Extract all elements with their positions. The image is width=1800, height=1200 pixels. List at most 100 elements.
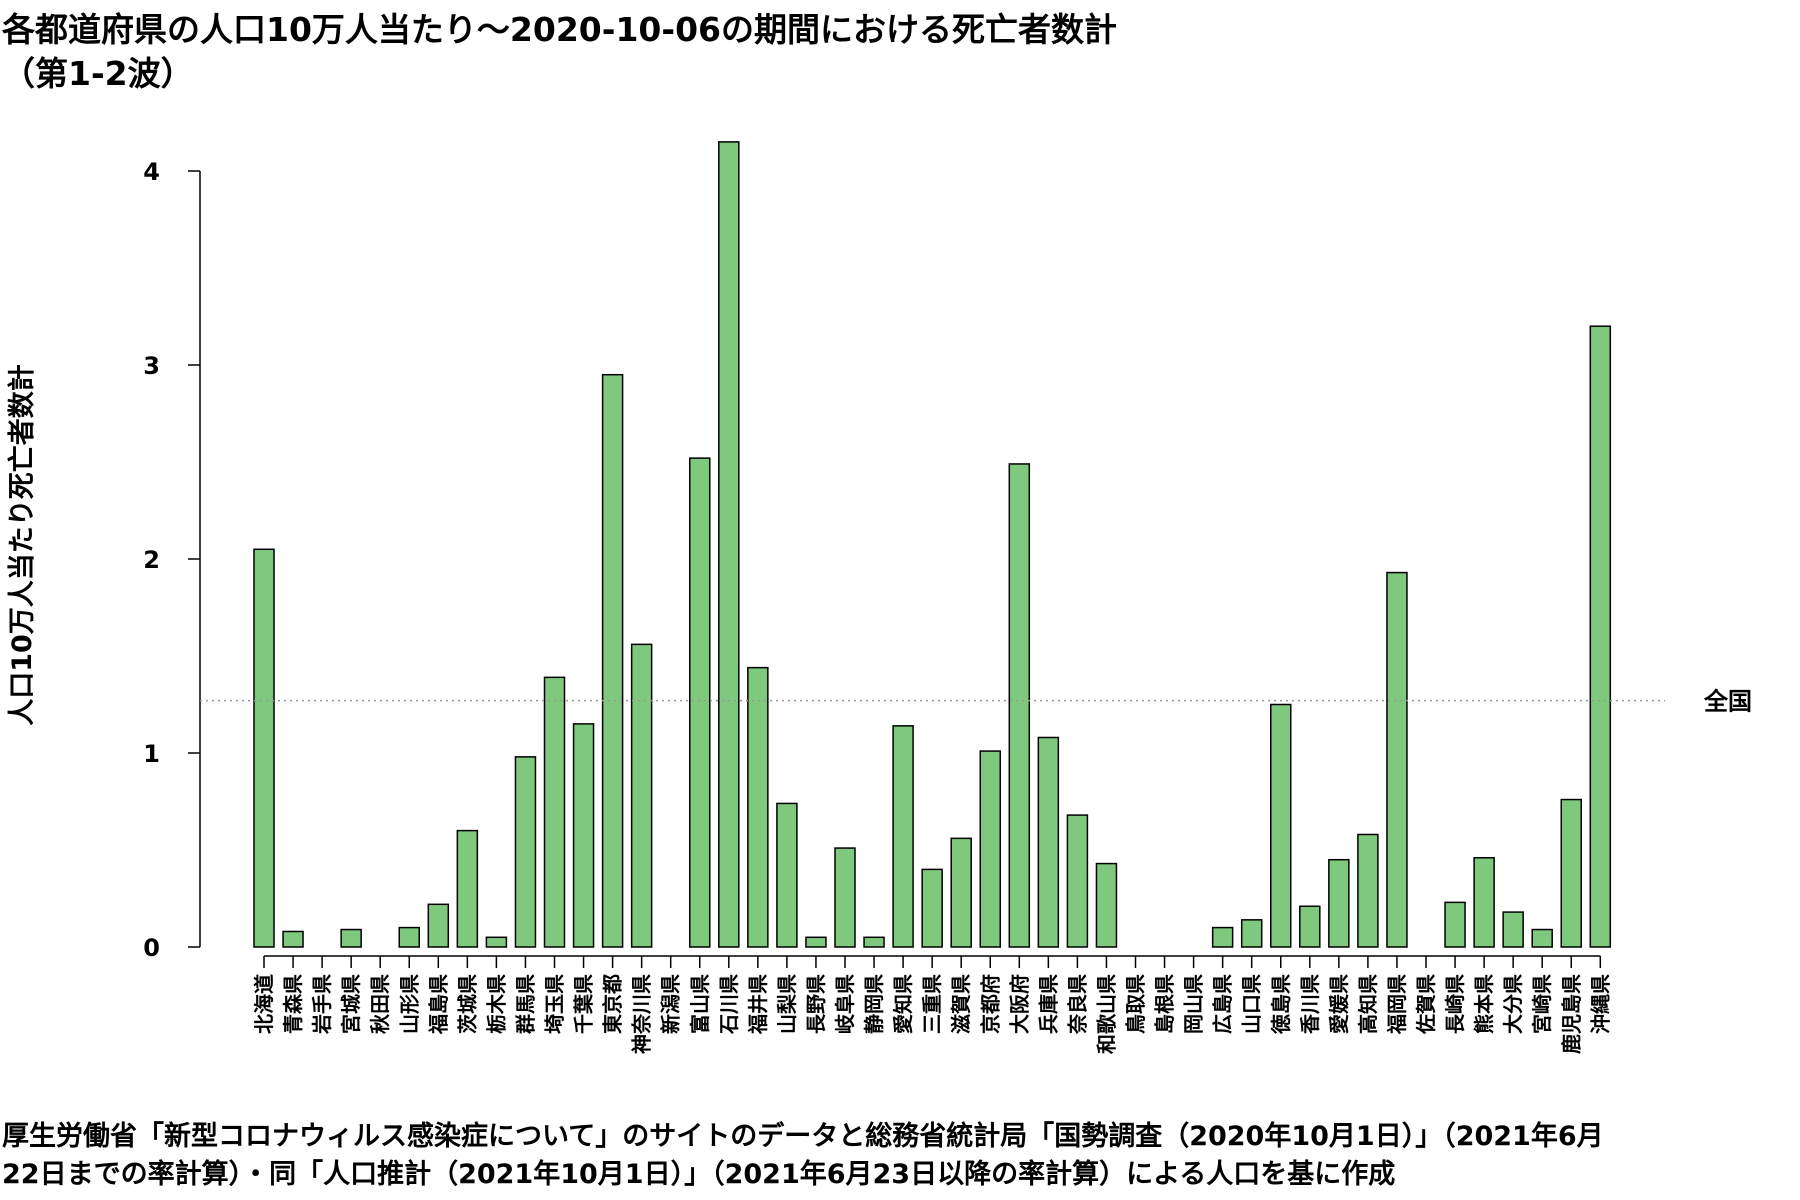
bar — [485, 936, 508, 948]
bar — [892, 725, 914, 948]
x-tick-label: 石川県 — [717, 974, 741, 1035]
bar — [572, 723, 595, 948]
x-tick-label: 岡山県 — [1182, 974, 1206, 1034]
x-tick-label: 奈良県 — [1065, 974, 1089, 1035]
bar — [805, 936, 827, 948]
bar — [1095, 862, 1118, 948]
x-tick-label: 埼玉県 — [543, 974, 567, 1034]
x-tick-label: 愛媛県 — [1327, 974, 1351, 1034]
bar — [950, 837, 972, 948]
bar — [1386, 571, 1408, 948]
bar — [747, 666, 769, 948]
chart-title-line2: （第1-2波） — [2, 54, 194, 93]
x-tick-label: 富山県 — [688, 974, 712, 1034]
x-tick-label: 愛知県 — [891, 974, 915, 1034]
x-tick-label: 和歌山県 — [1094, 974, 1118, 1054]
bar — [601, 373, 624, 948]
bar — [1502, 911, 1524, 948]
x-tick-label: 沖縄県 — [1588, 974, 1612, 1034]
x-tick-label: 福井県 — [746, 974, 770, 1035]
source-note-line2: 22日までの率計算）・同「人口推計（2021年10月1日）」（2021年6月23… — [2, 1159, 1396, 1190]
x-tick-label: 高知県 — [1356, 974, 1380, 1034]
x-tick-label: 群馬県 — [513, 974, 537, 1035]
bar — [1531, 928, 1553, 948]
bar — [1444, 901, 1466, 948]
y-tick-label: 3 — [143, 352, 160, 380]
x-tick-label: 長野県 — [804, 974, 828, 1034]
bar — [1240, 919, 1263, 948]
x-tick-label: 岩手県 — [310, 974, 334, 1035]
x-tick-label: 鹿児島県 — [1559, 974, 1583, 1054]
x-tick-label: 大阪府 — [1007, 974, 1031, 1034]
bar — [543, 676, 566, 948]
x-tick-label: 静岡県 — [862, 974, 886, 1034]
x-tick-label: 山形県 — [397, 974, 421, 1034]
y-tick-label: 1 — [143, 740, 160, 768]
x-tick-label: 新潟県 — [659, 974, 683, 1034]
x-tick-label: 青森県 — [281, 974, 305, 1034]
bar — [1066, 814, 1089, 948]
x-tick-label: 山口県 — [1240, 974, 1264, 1034]
x-tick-label: 京都府 — [978, 974, 1002, 1034]
x-tick-label: 宮城県 — [339, 974, 363, 1034]
x-tick-label: 鳥取県 — [1124, 974, 1148, 1034]
bar — [1473, 857, 1495, 948]
bar — [630, 643, 653, 948]
x-tick-label: 兵庫県 — [1036, 974, 1060, 1034]
x-tick-label: 東京都 — [601, 974, 625, 1034]
y-tick-label: 2 — [143, 546, 160, 574]
x-tick-label: 大分県 — [1501, 974, 1525, 1034]
y-axis-label: 人口10万人当たり死亡者数計 — [6, 364, 38, 726]
source-note: 厚生労働省「新型コロナウィルス感染症について」のサイトのデータと総務省統計局「国… — [2, 1118, 1604, 1194]
chart-title-line1: 各都道府県の人口10万人当たり～2020-10-06の期間における死亡者数計 — [2, 10, 1118, 49]
bar — [979, 750, 1001, 948]
x-tick-label: 長崎県 — [1443, 974, 1467, 1034]
chart-title: 各都道府県の人口10万人当たり～2020-10-06の期間における死亡者数計 （… — [2, 8, 1117, 96]
source-note-line1: 厚生労働省「新型コロナウィルス感染症について」のサイトのデータと総務省統計局「国… — [2, 1121, 1604, 1152]
bar — [398, 926, 420, 948]
x-tick-label: 茨城県 — [455, 974, 479, 1034]
x-tick-label: 熊本県 — [1472, 974, 1496, 1034]
x-tick-label: 徳島県 — [1269, 974, 1293, 1035]
bar — [1299, 905, 1321, 948]
x-tick-label: 三重県 — [920, 974, 944, 1034]
y-tick-label: 0 — [143, 934, 160, 962]
bar — [427, 903, 450, 948]
x-tick-label: 神奈川県 — [630, 974, 654, 1054]
bar — [776, 802, 798, 948]
x-tick-label: 福岡県 — [1385, 974, 1409, 1035]
reference-line-label: 全国 — [1703, 688, 1752, 716]
x-tick-label: 福島県 — [426, 974, 450, 1035]
bar — [689, 457, 711, 948]
bar — [1589, 325, 1612, 948]
bar — [456, 829, 479, 948]
bar — [1357, 833, 1379, 948]
x-tick-label: 栃木県 — [484, 974, 508, 1034]
x-tick-label: 秋田県 — [368, 974, 392, 1034]
bar — [1270, 703, 1292, 948]
bar — [282, 930, 304, 948]
bar — [921, 868, 943, 948]
bar — [340, 928, 362, 948]
x-tick-label: 滋賀県 — [949, 974, 973, 1034]
x-tick-label: 広島県 — [1211, 974, 1235, 1034]
bar — [1211, 926, 1234, 948]
bar — [514, 756, 537, 948]
x-tick-label: 山梨県 — [775, 974, 799, 1034]
y-tick-label: 4 — [143, 158, 160, 186]
bar — [1328, 858, 1350, 948]
bar — [863, 936, 885, 948]
bar — [1008, 463, 1031, 948]
x-tick-label: 岐阜県 — [833, 974, 857, 1034]
x-tick-label: 島根県 — [1153, 974, 1177, 1034]
bar — [1560, 798, 1582, 948]
bar — [1037, 736, 1060, 948]
x-tick-label: 千葉県 — [572, 974, 596, 1034]
bar — [718, 141, 740, 948]
x-tick-label: 北海道 — [252, 974, 276, 1034]
bar — [834, 847, 856, 948]
x-tick-label: 宮崎県 — [1530, 974, 1554, 1034]
x-tick-label: 佐賀県 — [1414, 974, 1438, 1035]
bar — [253, 548, 275, 948]
